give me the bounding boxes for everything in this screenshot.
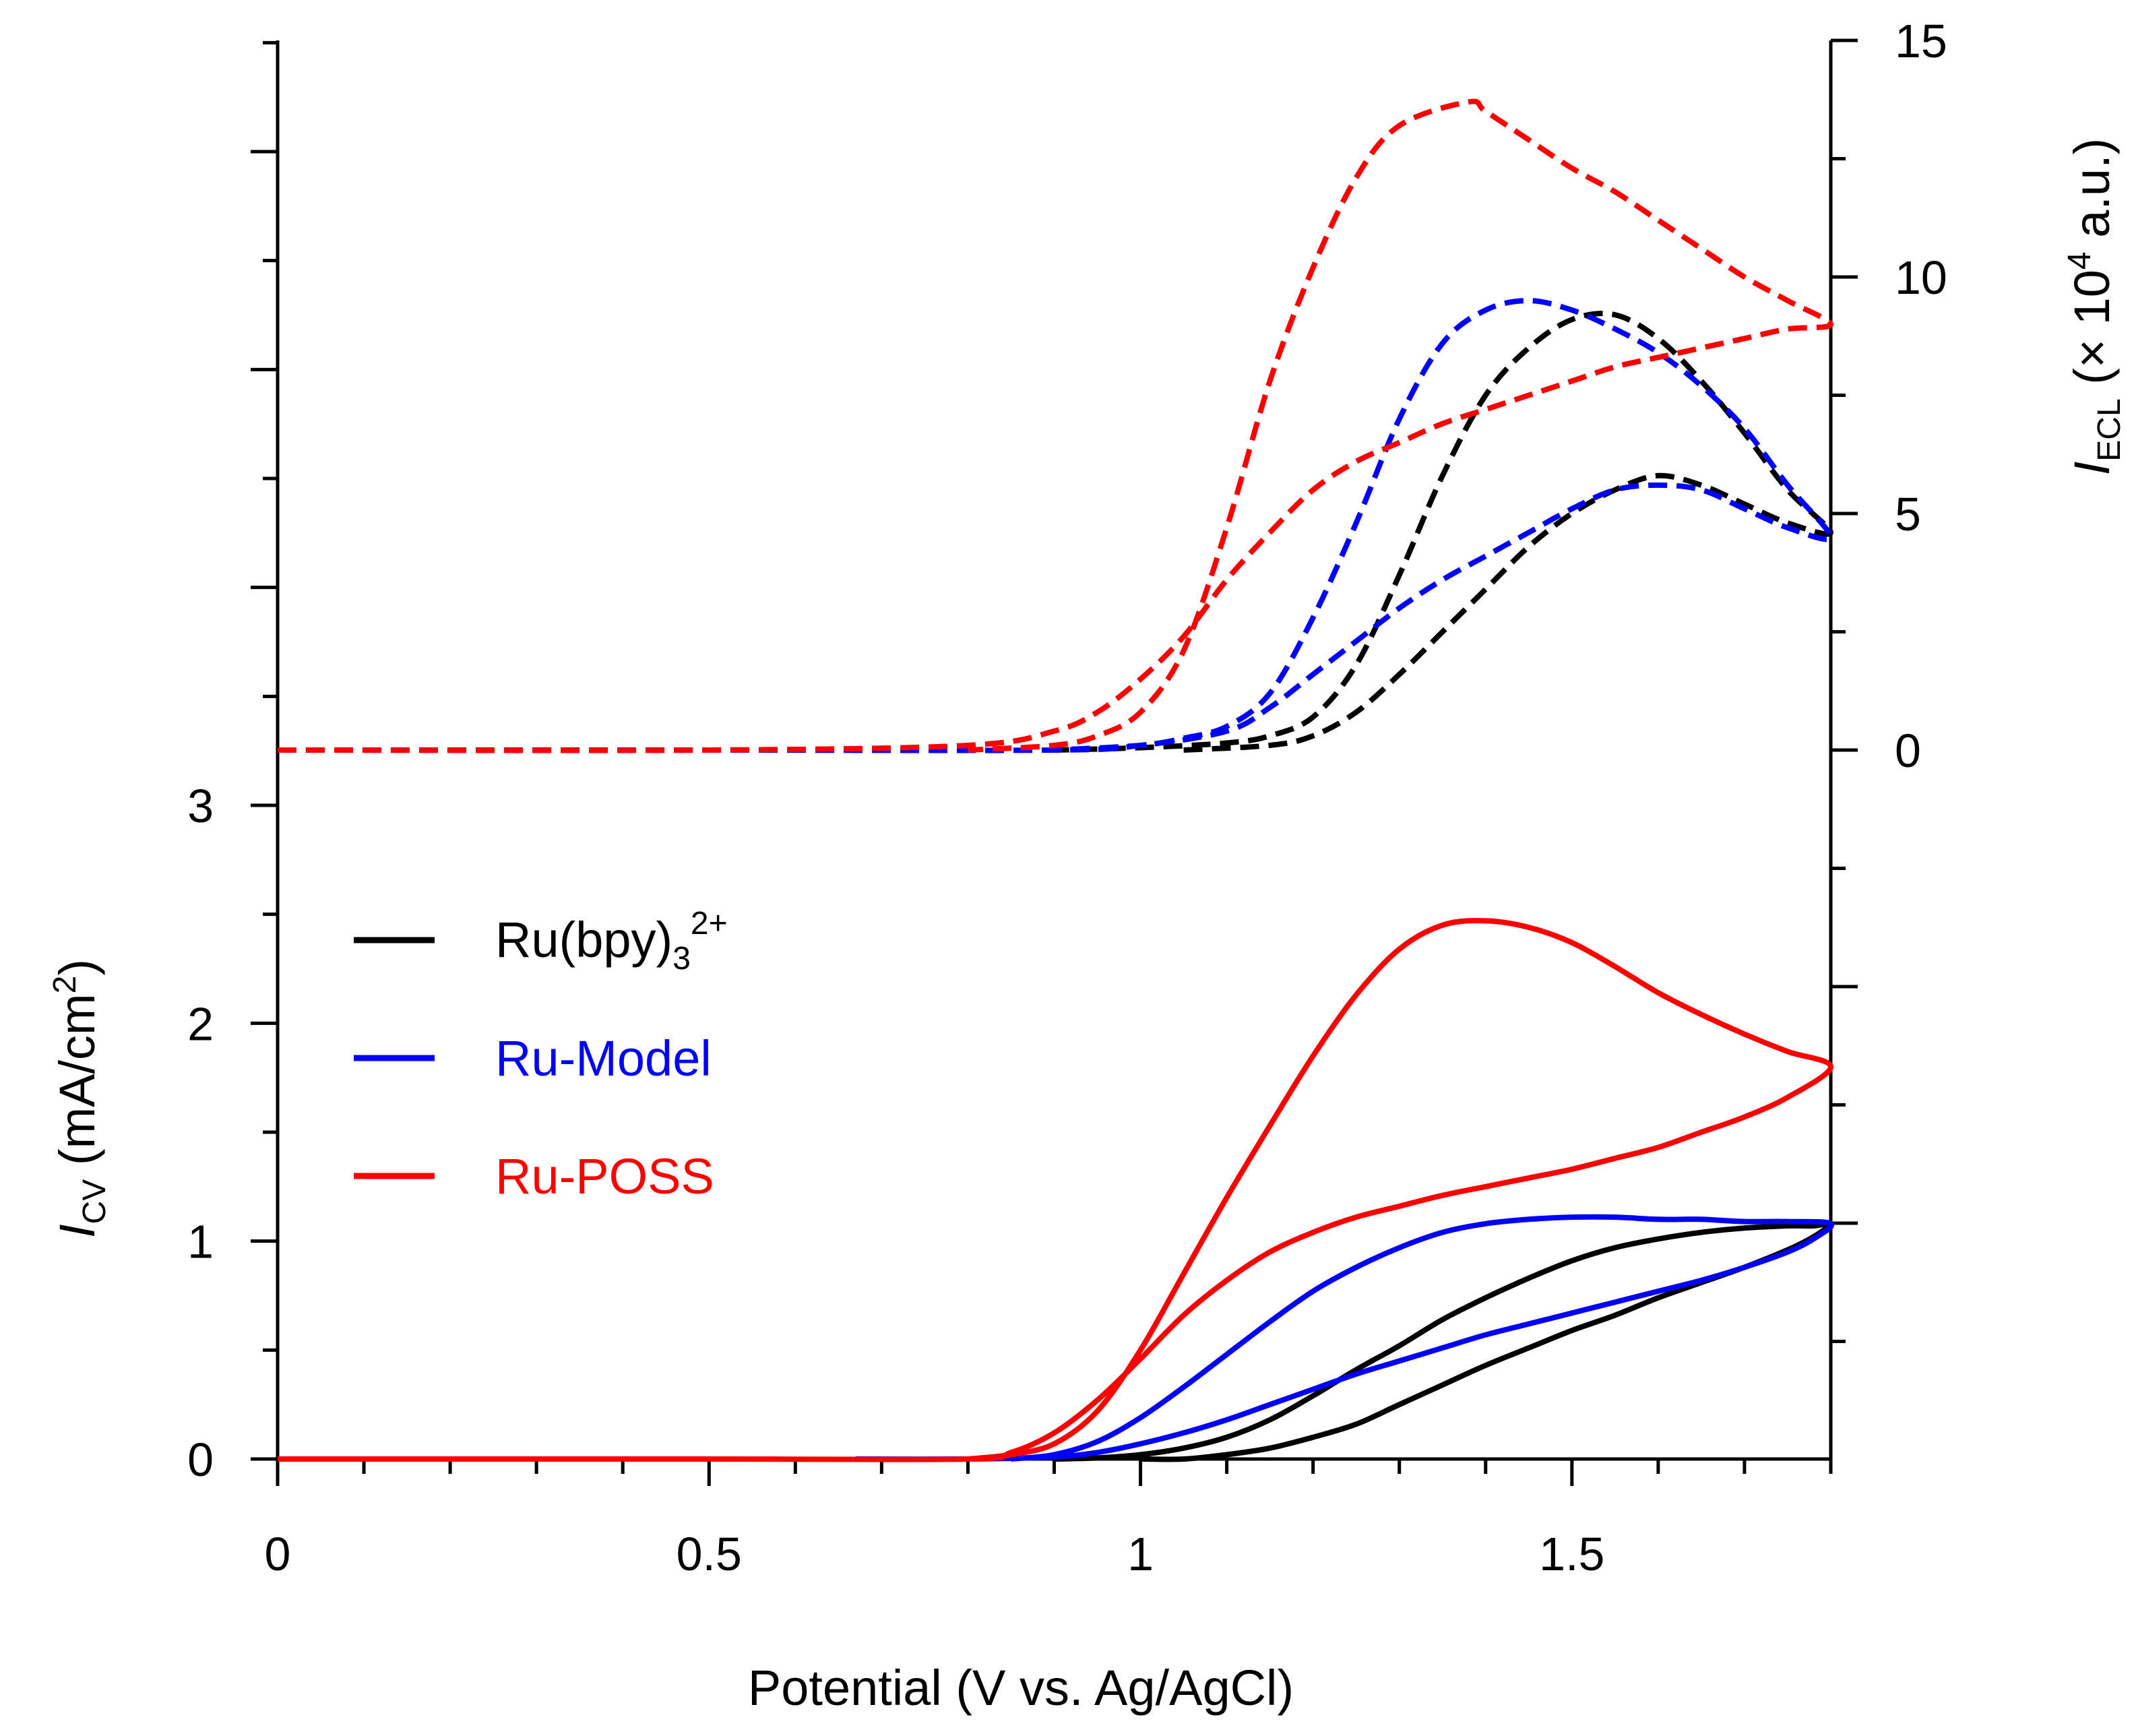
series-line-ru-poss-cv — [278, 918, 1833, 1462]
y-left-tick-label: 3 — [187, 780, 214, 832]
series-line-ru-bpy-3-2-ecl — [1054, 311, 1833, 753]
y-left-title-subscript: CV — [77, 1179, 113, 1224]
y-right-axis-title: IECL (× 104 a.u.) — [2062, 138, 2127, 476]
y-right-tick-label: 15 — [1895, 15, 1947, 67]
series-line-ru-model-ecl — [278, 298, 1833, 753]
legend-label-ru-bpy-sub: 3 — [672, 941, 691, 976]
x-tick-label: 0 — [265, 1528, 291, 1580]
x-axis-title: Potential (V vs. Ag/AgCl) — [748, 1660, 1294, 1716]
legend-item-ru-poss: Ru-POSS — [354, 1148, 714, 1204]
legend-label-ru-bpy: Ru(bpy)32+ — [495, 906, 728, 976]
series-line-ru-model-cv — [855, 1214, 1835, 1462]
y-left-title-superscript: 2 — [47, 976, 83, 994]
legend-label-ru-model: Ru-Model — [495, 1030, 712, 1086]
y-left-tick-label: 2 — [187, 997, 214, 1050]
ticks: 0 0.5 1 1.5 0 1 2 3 0 5 10 15 — [187, 15, 1947, 1580]
legend-item-ru-bpy: Ru(bpy)32+ — [354, 906, 728, 976]
y-right-title-superscript: 4 — [2062, 251, 2098, 270]
legend-label-ru-poss: Ru-POSS — [495, 1148, 714, 1204]
legend-item-ru-model: Ru-Model — [354, 1030, 712, 1086]
y-right-tick-label: 5 — [1895, 488, 1921, 540]
x-tick-label: 0.5 — [677, 1528, 742, 1580]
x-tick-label: 1.5 — [1539, 1528, 1604, 1580]
x-tick-label: 1 — [1127, 1528, 1154, 1580]
y-left-tick-label: 0 — [187, 1433, 214, 1486]
y-left-title-close: ) — [49, 959, 105, 976]
series-line-ru-bpy-3-2-cv — [1054, 1220, 1833, 1462]
y-right-title-close: a.u.) — [2064, 138, 2120, 252]
y-left-title-symbol: I — [49, 1224, 105, 1238]
legend: Ru(bpy)32+ Ru-Model Ru-POSS — [354, 906, 728, 1204]
legend-label-ru-bpy-sup: 2+ — [691, 906, 728, 941]
y-right-title-symbol: I — [2064, 462, 2120, 476]
legend-label-ru-bpy-name: Ru(bpy) — [495, 912, 672, 968]
y-right-title-subscript: ECL — [2092, 398, 2127, 461]
y-left-title-unit: (mA/cm — [49, 993, 105, 1179]
series-layer — [277, 98, 1835, 1462]
y-left-tick-label: 1 — [187, 1216, 214, 1268]
y-right-tick-label: 10 — [1895, 251, 1947, 304]
series-line-ru-poss-ecl — [277, 98, 1833, 753]
y-right-tick-label: 0 — [1895, 724, 1921, 777]
y-left-axis-title: ICV (mA/cm2) — [47, 959, 113, 1238]
y-right-title-unit: (× 10 — [2064, 270, 2120, 398]
